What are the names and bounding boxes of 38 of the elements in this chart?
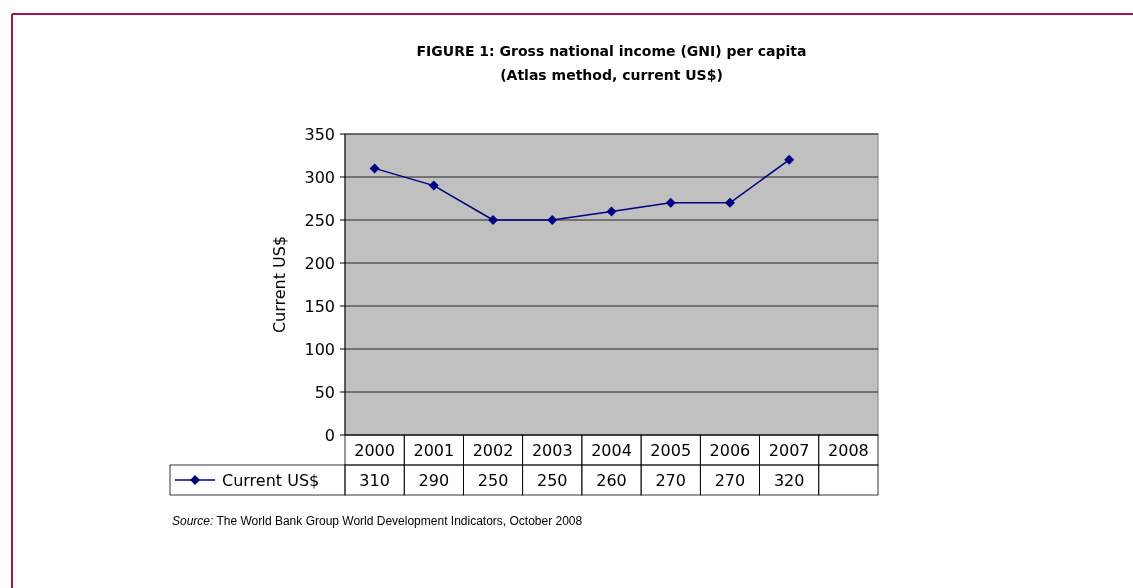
data-label: 270 bbox=[714, 470, 746, 490]
chart-title: FIGURE 1: Gross national income (GNI) per capita bbox=[416, 43, 807, 59]
y-axis-title: Current US$ bbox=[270, 235, 289, 334]
data-label: 250 bbox=[477, 470, 509, 490]
x-tick-label: 2000 bbox=[354, 440, 395, 460]
y-tick-label: 150 bbox=[304, 296, 335, 316]
x-tick-label: 2008 bbox=[828, 440, 869, 460]
y-tick-label: 50 bbox=[314, 382, 335, 402]
point bbox=[547, 215, 558, 225]
point bbox=[488, 215, 499, 225]
x-tick-label: 2001 bbox=[413, 440, 455, 460]
x-tick-label: 2003 bbox=[531, 440, 573, 460]
data-label: 270 bbox=[655, 470, 686, 490]
source-note: Source: The World Bank Group World Development Indicators, October 2008 bbox=[172, 514, 583, 528]
x-tick-label: 2002 bbox=[472, 440, 514, 460]
point bbox=[428, 180, 439, 191]
x-tick-label: 2006 bbox=[709, 440, 751, 460]
point bbox=[369, 163, 380, 174]
data-label: 250 bbox=[537, 470, 568, 490]
y-tick-label: 200 bbox=[304, 253, 335, 273]
point bbox=[784, 154, 795, 165]
legend-label: Current US$ bbox=[222, 470, 320, 490]
point bbox=[724, 197, 735, 208]
chart-subtitle: (Atlas method, current US$) bbox=[500, 67, 723, 83]
data-label: 260 bbox=[596, 470, 627, 490]
x-tick-label: 2005 bbox=[650, 440, 692, 460]
x-tick-label: 2007 bbox=[768, 440, 810, 460]
point bbox=[606, 206, 617, 217]
x-tick-label: 2004 bbox=[591, 440, 632, 460]
data-label: 310 bbox=[359, 470, 390, 490]
y-tick-label: 300 bbox=[304, 167, 335, 187]
data-label: 290 bbox=[418, 470, 450, 490]
y-tick-label: 350 bbox=[304, 124, 335, 144]
y-tick-label: 100 bbox=[304, 339, 335, 359]
data-label: 320 bbox=[773, 470, 805, 490]
point bbox=[665, 197, 676, 208]
y-tick-label: 250 bbox=[304, 210, 335, 230]
y-tick-label: 0 bbox=[324, 425, 335, 445]
